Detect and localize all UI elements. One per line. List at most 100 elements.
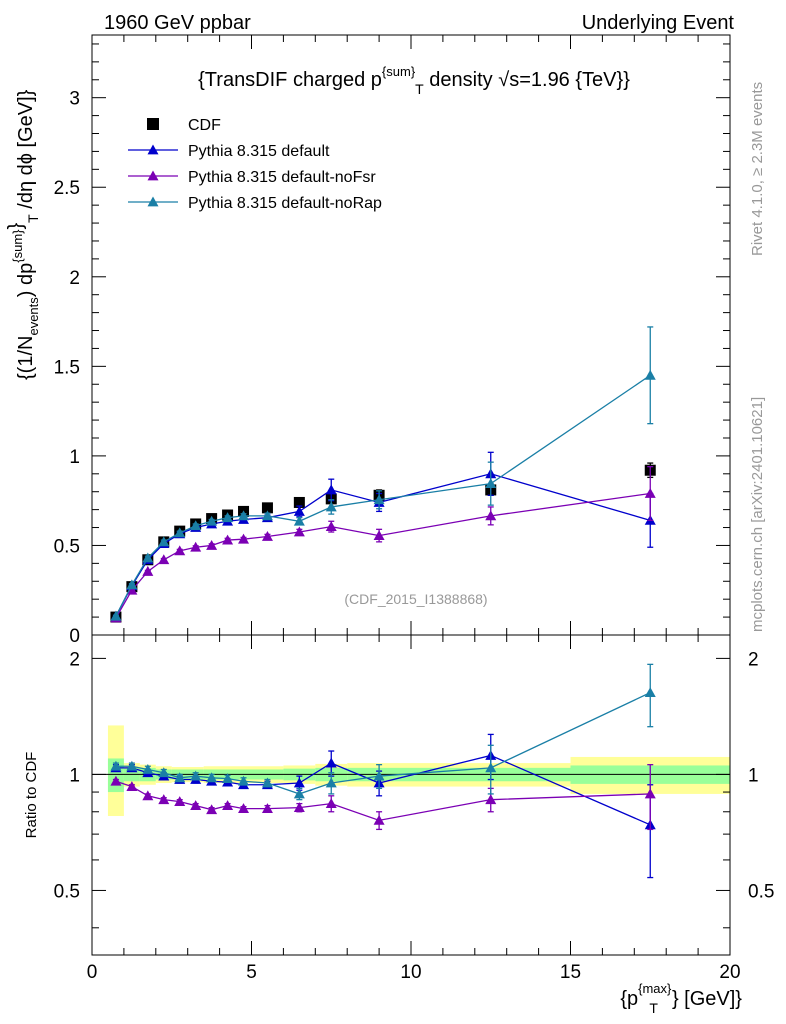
ratio-norap-point bbox=[485, 762, 497, 773]
main-ytick-label: 1 bbox=[69, 447, 80, 468]
main-norap-point bbox=[190, 520, 202, 531]
main-nofsr-point bbox=[142, 565, 154, 576]
ratio-nofsr-point bbox=[261, 803, 273, 814]
ratio-nofsr-point bbox=[142, 790, 154, 801]
ratio-nofsr-point bbox=[110, 775, 122, 786]
main-ytick-label: 1.5 bbox=[54, 357, 80, 378]
ratio-nofsr-point bbox=[644, 788, 656, 799]
legend-cdf-label: CDF bbox=[188, 117, 221, 134]
ratio-xtick-label: 0 bbox=[87, 962, 98, 983]
legend-nofsr-label: Pythia 8.315 default-noFsr bbox=[188, 169, 376, 186]
legend-norap-label: Pythia 8.315 default-noRap bbox=[188, 195, 382, 212]
header-left: 1960 GeV ppbar bbox=[104, 12, 251, 34]
ratio-norap-point bbox=[293, 788, 305, 799]
main-norap-point bbox=[644, 369, 656, 380]
main-norap-point bbox=[222, 512, 234, 523]
ratio-norap-point bbox=[644, 687, 656, 698]
main-ytick-label: 3 bbox=[69, 89, 80, 110]
ratio-xtick-label: 5 bbox=[246, 962, 257, 983]
main-norap-point bbox=[325, 501, 337, 512]
main-norap-point bbox=[158, 536, 170, 547]
ratio-nofsr-point bbox=[373, 814, 385, 825]
ratio-nofsr-point bbox=[126, 781, 138, 791]
ratio-nofsr-point bbox=[174, 796, 186, 807]
header-right: Underlying Event bbox=[582, 12, 735, 34]
ratio-xtick-label: 20 bbox=[719, 962, 740, 983]
ratio-norap-point bbox=[142, 763, 154, 774]
ratio-ytick-label-left: 2 bbox=[69, 649, 80, 670]
ratio-nofsr-point bbox=[485, 794, 497, 805]
main-ytick-label: 2 bbox=[69, 268, 80, 289]
ratio-ytick-label-left: 1 bbox=[69, 765, 80, 786]
ratio-xlabel: {p{max} T} [GeV]} bbox=[620, 981, 742, 1016]
ratio-ytick-label-right: 1 bbox=[748, 765, 759, 786]
legend-cdf-marker bbox=[147, 118, 159, 130]
ratio-ytick-label-left: 0.5 bbox=[54, 881, 80, 902]
ratio-nofsr-point bbox=[222, 800, 234, 811]
ratio-nofsr-point bbox=[238, 803, 250, 814]
ratio-norap-point bbox=[238, 775, 250, 786]
main-panel: 0 0.5 1 1.5 2 2.5 3 {TransDIF charged p{sum}T … bbox=[5, 34, 731, 647]
main-nofsr-point bbox=[190, 541, 202, 552]
ratio-norap-point bbox=[126, 760, 138, 771]
ratio-panel: 0.5 0.51 12 20 5 10 15 20 Ratio to CDF {p{max} T… bbox=[23, 634, 774, 1016]
main-norap-point bbox=[110, 610, 122, 621]
rivet-label: Rivet 4.1.0, ≥ 2.3M events bbox=[749, 82, 766, 256]
ratio-norap-point bbox=[222, 773, 234, 784]
ratio-ytick-label-right: 0.5 bbox=[748, 881, 774, 902]
ratio-norap-point bbox=[110, 760, 122, 771]
ratio-default-point bbox=[293, 777, 305, 788]
ratio-norap-point bbox=[325, 777, 337, 788]
main-norap-point bbox=[206, 515, 218, 526]
main-nofsr-point bbox=[293, 526, 305, 537]
main-ylabel: {(1/Nevents) dp{sum}}T /dη dϕ [GeV]} bbox=[5, 89, 41, 380]
main-norap-point bbox=[174, 527, 186, 538]
legend-default-marker bbox=[147, 144, 159, 155]
ratio-ytick-label-right: 2 bbox=[748, 649, 759, 670]
ratio-norap-point bbox=[373, 770, 385, 781]
ratio-default-point bbox=[325, 757, 337, 768]
legend-default-label: Pythia 8.315 default bbox=[188, 143, 330, 160]
legend: CDF Pythia 8.315 default Pythia 8.315 defa… bbox=[128, 117, 382, 212]
main-nofsr-point bbox=[126, 584, 138, 595]
main-nofsr-point bbox=[158, 554, 170, 565]
ratio-nofsr-point bbox=[206, 804, 218, 815]
ratio-ylabel: Ratio to CDF bbox=[23, 752, 40, 839]
ratio-xtick-label: 10 bbox=[400, 962, 421, 983]
legend-norap-marker bbox=[147, 196, 159, 207]
ratio-norap-point bbox=[158, 767, 170, 778]
main-nofsr-point bbox=[174, 545, 186, 556]
main-ytick-label: 0.5 bbox=[54, 536, 80, 557]
ratio-nofsr-point bbox=[325, 798, 337, 809]
main-ytick-label: 2.5 bbox=[54, 178, 80, 199]
main-norap-point bbox=[261, 510, 273, 521]
ratio-nofsr-point bbox=[158, 794, 170, 805]
main-norap-point bbox=[238, 510, 250, 521]
ratio-nofsr-point bbox=[190, 800, 202, 811]
main-default-point bbox=[293, 505, 305, 516]
main-cdf-point bbox=[293, 496, 305, 508]
ratio-norap-point bbox=[261, 777, 273, 788]
main-nofsr-point bbox=[644, 488, 656, 498]
main-default-point bbox=[325, 484, 337, 495]
ratio-norap-point bbox=[174, 772, 186, 783]
ratio-norap-point bbox=[206, 772, 218, 783]
ratio-xtick-label: 15 bbox=[560, 962, 581, 983]
main-cdf-point bbox=[261, 502, 273, 514]
main-nofsr-point bbox=[222, 534, 234, 545]
ratio-nofsr-point bbox=[293, 802, 305, 813]
analysis-watermark: (CDF_2015_I1388868) bbox=[344, 591, 487, 607]
legend-nofsr-marker bbox=[147, 170, 159, 181]
main-norap-point bbox=[293, 515, 305, 526]
main-title: {TransDIF charged p{sum}T density √s=1.9… bbox=[198, 64, 630, 97]
ratio-norap-point bbox=[190, 770, 202, 781]
main-norap-point bbox=[126, 579, 138, 590]
main-nofsr-point bbox=[485, 510, 497, 521]
main-norap-point bbox=[142, 552, 154, 563]
main-norap-point bbox=[373, 494, 385, 505]
main-nofsr-point bbox=[261, 530, 273, 541]
main-nofsr-point bbox=[238, 533, 250, 544]
main-ytick-label: 0 bbox=[69, 626, 80, 647]
mcplots-label: mcplots.cern.ch [arXiv:2401.10621] bbox=[749, 397, 766, 632]
